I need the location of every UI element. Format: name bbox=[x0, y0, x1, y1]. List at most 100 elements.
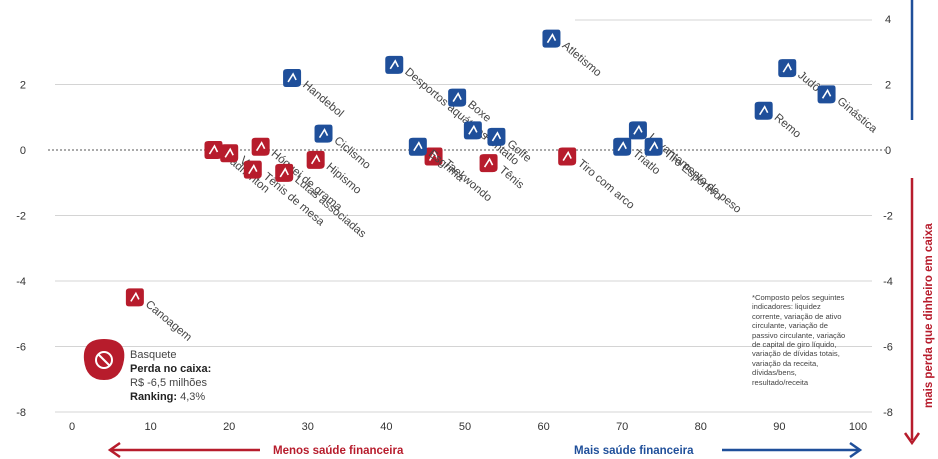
legend-loss-value: R$ -6,5 milhões bbox=[130, 377, 208, 389]
point-label: Tiro Esportivo bbox=[662, 148, 724, 203]
sport-pictogram-icon bbox=[248, 164, 258, 175]
x-tick-label: 30 bbox=[302, 421, 314, 433]
sport-pictogram-icon bbox=[633, 124, 643, 135]
sport-pictogram-icon bbox=[224, 147, 234, 158]
point-marker bbox=[251, 137, 270, 156]
point-marker bbox=[754, 101, 773, 120]
y-tick-label-left: -6 bbox=[16, 342, 26, 354]
x-tick-label: 10 bbox=[144, 421, 156, 433]
arrow-down-icon bbox=[903, 432, 921, 446]
point-marker bbox=[314, 124, 333, 143]
point-marker bbox=[463, 121, 482, 140]
point-label: Canoagem bbox=[143, 298, 194, 343]
sport-pictogram-icon bbox=[318, 127, 329, 139]
point-marker bbox=[613, 137, 632, 156]
y-tick-label-right: -8 bbox=[883, 407, 893, 419]
point-marker bbox=[487, 127, 506, 146]
sport-pictogram-icon bbox=[279, 167, 289, 178]
x-tick-label: 60 bbox=[537, 421, 549, 433]
data-point: Ginástica bbox=[817, 85, 880, 136]
point-marker bbox=[424, 147, 443, 166]
point-marker bbox=[479, 154, 498, 173]
footnote: *Composto pelos seguintes indicadores: l… bbox=[752, 293, 846, 387]
x-tick-label: 90 bbox=[773, 421, 785, 433]
y-tick-label-left: -4 bbox=[16, 276, 26, 288]
point-marker bbox=[275, 163, 294, 182]
data-point: Esgrima bbox=[408, 137, 466, 185]
sport-pictogram-icon bbox=[562, 150, 572, 161]
basketball-icon bbox=[83, 339, 125, 380]
arrow-right-icon bbox=[849, 441, 863, 459]
point-label: Tiro com arco bbox=[575, 158, 636, 212]
y-tick-label-right: 2 bbox=[885, 80, 891, 92]
point-marker bbox=[283, 68, 302, 87]
sport-pictogram-icon bbox=[413, 141, 423, 152]
sport-pictogram-icon bbox=[782, 62, 792, 73]
sport-pictogram-icon bbox=[617, 141, 627, 152]
x-tick-label: 40 bbox=[380, 421, 392, 433]
y-tick-label-left: -2 bbox=[16, 211, 26, 223]
legend-sport: Basquete bbox=[130, 349, 177, 361]
data-point: Remo bbox=[754, 101, 803, 141]
sport-pictogram-icon bbox=[546, 33, 557, 44]
sport-pictogram-icon bbox=[130, 291, 140, 302]
y-tick-label-left: 0 bbox=[20, 145, 26, 157]
sport-pictogram-icon bbox=[389, 59, 399, 70]
data-point: Judô bbox=[778, 59, 822, 94]
sport-pictogram-icon bbox=[428, 150, 439, 161]
point-marker bbox=[644, 137, 663, 156]
point-marker bbox=[628, 121, 647, 140]
data-point: Canoagem bbox=[125, 288, 194, 344]
grid-lines bbox=[55, 84, 872, 413]
x-tick-label: 20 bbox=[223, 421, 235, 433]
y-tick-label-right: 4 bbox=[885, 14, 891, 26]
arrow-left-icon bbox=[107, 441, 121, 459]
legend-ranking-label: Ranking: bbox=[130, 391, 178, 403]
y-tick-label-right: -6 bbox=[883, 342, 893, 354]
point-label: Ginástica bbox=[835, 95, 880, 135]
x-tick-label: 50 bbox=[459, 421, 471, 433]
y-tick-label-right: 0 bbox=[885, 145, 891, 157]
data-point: Tiro com arco bbox=[558, 147, 636, 212]
x-tick-label: 100 bbox=[849, 421, 867, 433]
less-health-label: Menos saúde financeira bbox=[273, 445, 404, 457]
point-marker bbox=[448, 88, 467, 107]
x-tick-label: 0 bbox=[69, 421, 75, 433]
y-axis-ticks-left: 2 0 -2 -4 -6 -8 bbox=[16, 80, 26, 420]
point-marker bbox=[817, 85, 836, 104]
x-axis-ticks: 0 10 20 30 40 50 60 70 80 90 100 bbox=[69, 421, 867, 433]
x-tick-label: 80 bbox=[695, 421, 707, 433]
point-marker bbox=[220, 144, 239, 163]
point-label: Handebol bbox=[300, 79, 345, 120]
legend-box: Basquete Perda no caixa: R$ -6,5 milhões… bbox=[130, 348, 211, 404]
sport-pictogram-icon bbox=[491, 131, 502, 142]
y-tick-label-left: 2 bbox=[20, 80, 26, 92]
sport-pictogram-icon bbox=[255, 141, 266, 152]
more-health-label: Mais saúde financeira bbox=[574, 445, 694, 457]
right-axis-label: mais perda que dinheiro em caixa bbox=[923, 223, 935, 408]
y-tick-label-right: -2 bbox=[883, 211, 893, 223]
sport-pictogram-icon bbox=[759, 105, 769, 116]
sport-pictogram-icon bbox=[821, 88, 832, 99]
point-label: Remo bbox=[772, 112, 803, 141]
sport-pictogram-icon bbox=[648, 141, 659, 152]
point-marker bbox=[306, 150, 325, 169]
legend-ranking-value: 4,3% bbox=[180, 391, 206, 403]
sport-pictogram-icon bbox=[287, 72, 297, 83]
data-point: Handebol bbox=[283, 68, 346, 120]
legend-loss-label: Perda no caixa: bbox=[130, 363, 212, 375]
point-marker bbox=[125, 288, 144, 307]
sport-pictogram-icon bbox=[310, 154, 321, 165]
sport-pictogram-icon bbox=[483, 157, 494, 168]
point-marker bbox=[558, 147, 577, 166]
y-tick-label-right: -4 bbox=[883, 276, 893, 288]
point-marker bbox=[408, 137, 427, 156]
point-label: Atletismo bbox=[560, 40, 604, 80]
point-marker bbox=[385, 55, 404, 74]
point-marker bbox=[542, 29, 561, 48]
sport-pictogram-icon bbox=[468, 124, 478, 135]
y-tick-label-left: -8 bbox=[16, 407, 26, 419]
point-marker bbox=[778, 59, 797, 78]
y-axis-ticks-right: 4 2 0 -2 -4 -6 -8 bbox=[883, 14, 893, 419]
